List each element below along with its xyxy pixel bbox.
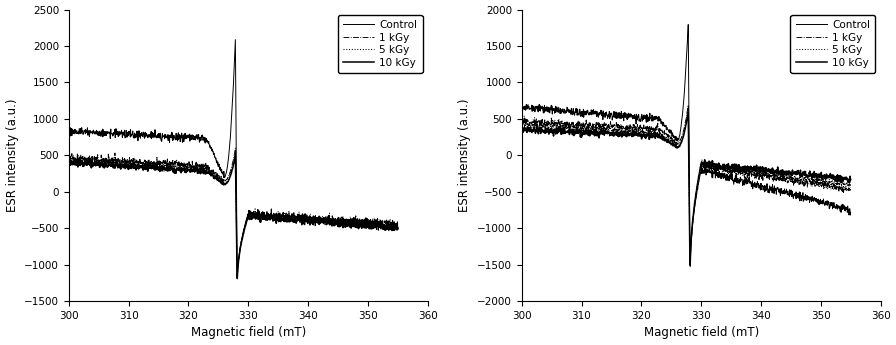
Control: [685, 264, 695, 268]
Control: [119, 133, 130, 137]
Control: [244, 210, 254, 214]
1 kGy: [237, 235, 247, 239]
10 kGy: [845, 177, 856, 181]
Line: 1 kGy: 1 kGy: [521, 105, 850, 267]
1 kGy: [64, 156, 74, 160]
Line: 5 kGy: 5 kGy: [521, 108, 850, 265]
1 kGy: [685, 265, 695, 269]
Control: [175, 136, 185, 140]
10 kGy: [516, 125, 527, 129]
5 kGy: [232, 276, 243, 280]
5 kGy: [516, 124, 527, 128]
Control: [64, 126, 74, 130]
5 kGy: [696, 157, 707, 161]
Legend: Control, 1 kGy, 5 kGy, 10 kGy: Control, 1 kGy, 5 kGy, 10 kGy: [338, 15, 423, 73]
10 kGy: [572, 127, 582, 131]
Control: [516, 102, 527, 106]
Line: Control: Control: [521, 24, 850, 266]
5 kGy: [230, 150, 241, 154]
5 kGy: [392, 224, 403, 228]
5 kGy: [627, 130, 638, 134]
1 kGy: [232, 276, 243, 280]
Control: [690, 202, 701, 206]
Control: [683, 22, 694, 27]
Y-axis label: ESR intensity (a.u.): ESR intensity (a.u.): [5, 99, 19, 212]
10 kGy: [206, 173, 217, 177]
10 kGy: [230, 154, 241, 158]
1 kGy: [845, 187, 856, 191]
1 kGy: [119, 159, 130, 164]
Control: [845, 210, 856, 215]
5 kGy: [560, 125, 571, 129]
10 kGy: [244, 214, 254, 218]
1 kGy: [690, 199, 701, 203]
5 kGy: [845, 186, 856, 190]
5 kGy: [683, 106, 694, 110]
Control: [237, 234, 247, 238]
10 kGy: [108, 163, 118, 167]
10 kGy: [696, 163, 707, 167]
5 kGy: [175, 164, 185, 168]
1 kGy: [244, 212, 254, 216]
5 kGy: [108, 158, 118, 162]
Control: [572, 113, 582, 117]
5 kGy: [119, 161, 130, 165]
Line: 1 kGy: 1 kGy: [69, 148, 398, 278]
10 kGy: [683, 110, 694, 114]
10 kGy: [64, 160, 74, 165]
Control: [696, 171, 707, 176]
5 kGy: [244, 211, 254, 216]
1 kGy: [230, 146, 241, 150]
Control: [206, 146, 217, 150]
X-axis label: Magnetic field (mT): Magnetic field (mT): [643, 326, 759, 339]
Control: [392, 226, 403, 230]
1 kGy: [175, 161, 185, 165]
5 kGy: [690, 199, 701, 203]
1 kGy: [206, 168, 217, 172]
5 kGy: [685, 263, 695, 267]
1 kGy: [560, 120, 571, 124]
Line: 5 kGy: 5 kGy: [69, 152, 398, 278]
10 kGy: [392, 226, 403, 230]
10 kGy: [175, 169, 185, 173]
1 kGy: [572, 121, 582, 125]
10 kGy: [690, 199, 701, 203]
Line: 10 kGy: 10 kGy: [521, 112, 850, 265]
1 kGy: [108, 159, 118, 163]
Control: [108, 134, 118, 138]
Line: 10 kGy: 10 kGy: [69, 156, 398, 278]
Control: [659, 124, 669, 128]
Control: [230, 38, 241, 42]
5 kGy: [206, 170, 217, 175]
Y-axis label: ESR intensity (a.u.): ESR intensity (a.u.): [459, 99, 471, 212]
Control: [232, 277, 243, 281]
1 kGy: [696, 164, 707, 168]
Line: Control: Control: [69, 40, 398, 279]
1 kGy: [516, 118, 527, 122]
1 kGy: [392, 225, 403, 229]
5 kGy: [659, 135, 669, 139]
X-axis label: Magnetic field (mT): Magnetic field (mT): [191, 326, 306, 339]
5 kGy: [572, 127, 582, 131]
10 kGy: [627, 131, 638, 136]
Control: [560, 111, 571, 115]
1 kGy: [627, 127, 638, 131]
Legend: Control, 1 kGy, 5 kGy, 10 kGy: Control, 1 kGy, 5 kGy, 10 kGy: [790, 15, 875, 73]
10 kGy: [237, 237, 247, 242]
1 kGy: [683, 103, 694, 107]
10 kGy: [659, 138, 669, 142]
10 kGy: [232, 276, 243, 280]
10 kGy: [119, 162, 130, 166]
10 kGy: [685, 263, 695, 267]
5 kGy: [64, 154, 74, 158]
10 kGy: [560, 130, 571, 134]
1 kGy: [659, 129, 669, 133]
Control: [627, 114, 638, 118]
5 kGy: [237, 236, 247, 240]
